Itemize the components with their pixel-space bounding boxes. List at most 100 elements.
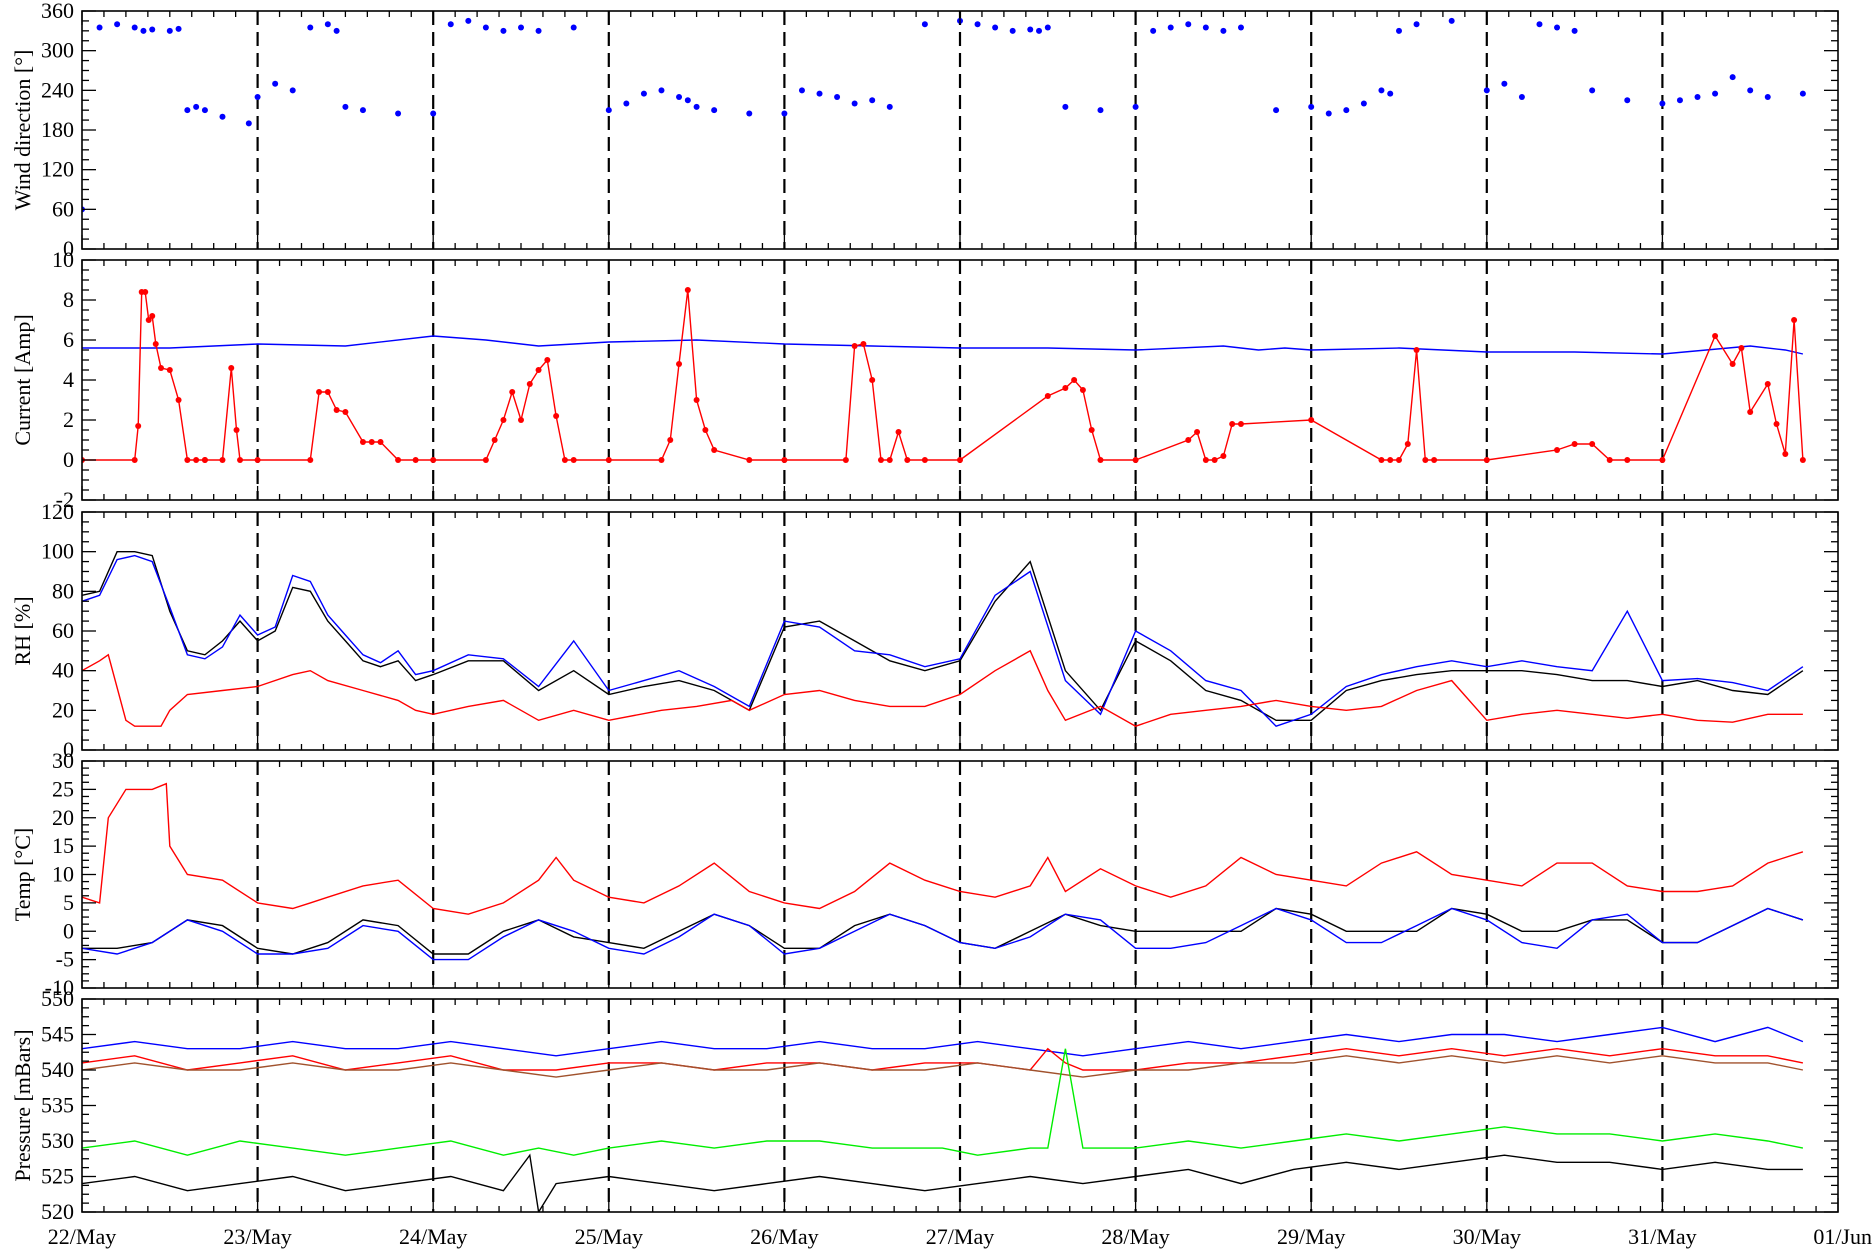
data-point xyxy=(316,389,323,395)
data-point xyxy=(1782,451,1789,457)
y-tick-label: 0 xyxy=(63,236,74,261)
series-group xyxy=(82,17,1806,213)
data-point xyxy=(667,437,674,443)
data-point xyxy=(228,365,235,371)
y-tick-label: -5 xyxy=(56,947,74,972)
data-point xyxy=(307,24,314,31)
data-point xyxy=(152,341,159,347)
y-tick-label: 0 xyxy=(63,447,74,472)
y-axis-label: RH [%] xyxy=(10,596,35,665)
data-point xyxy=(342,409,349,415)
data-point xyxy=(324,21,331,28)
data-point xyxy=(1308,417,1315,423)
data-point xyxy=(324,389,331,395)
data-point xyxy=(1097,107,1104,114)
data-point xyxy=(851,100,858,107)
y-tick-label: 520 xyxy=(41,1199,74,1224)
data-point xyxy=(1791,317,1798,323)
data-point xyxy=(561,457,568,463)
data-point xyxy=(869,377,876,383)
data-point xyxy=(1606,457,1613,463)
y-tick-label: 550 xyxy=(41,986,74,1011)
data-point xyxy=(245,120,252,127)
y-tick-label: 60 xyxy=(52,618,74,643)
data-point xyxy=(184,457,191,463)
data-point xyxy=(746,457,753,463)
series-line-3 xyxy=(82,1055,1804,1078)
y-tick-label: 100 xyxy=(41,539,74,564)
data-point xyxy=(684,287,691,293)
data-point xyxy=(684,97,691,104)
series-group xyxy=(82,782,1804,961)
y-tick-label: 545 xyxy=(41,1022,74,1047)
data-point xyxy=(1360,100,1367,107)
data-point xyxy=(158,365,165,371)
data-point xyxy=(895,429,902,435)
series-line-5 xyxy=(82,1153,1803,1212)
data-point xyxy=(1211,457,1218,463)
data-point xyxy=(1773,421,1780,427)
data-point xyxy=(131,24,138,31)
data-point xyxy=(1202,457,1209,463)
data-point xyxy=(605,457,612,463)
series-line-2 xyxy=(82,1047,1804,1071)
data-point xyxy=(1229,421,1236,427)
y-tick-label: 6 xyxy=(63,327,74,352)
data-point xyxy=(781,457,788,463)
series-line-2 xyxy=(82,907,1804,955)
x-tick-label: 27/May xyxy=(926,1224,994,1249)
data-point xyxy=(1044,393,1051,399)
data-point xyxy=(1343,107,1350,114)
data-point xyxy=(1747,409,1754,415)
data-point xyxy=(233,427,240,433)
data-point xyxy=(142,289,149,295)
data-point xyxy=(1150,27,1157,34)
data-point xyxy=(447,21,454,28)
data-point xyxy=(1062,103,1069,110)
series-line-1 xyxy=(82,1026,1804,1057)
data-point xyxy=(166,367,173,373)
data-point xyxy=(131,457,138,463)
data-point xyxy=(851,343,858,349)
data-point xyxy=(834,93,841,100)
data-point xyxy=(518,24,524,31)
data-point xyxy=(377,439,384,445)
data-point xyxy=(395,457,402,463)
data-point xyxy=(886,103,893,110)
y-tick-label: 25 xyxy=(52,776,74,801)
data-point xyxy=(219,113,226,120)
data-point xyxy=(886,457,893,463)
data-point xyxy=(359,439,366,445)
y-tick-label: 180 xyxy=(41,117,74,142)
y-tick-label: 120 xyxy=(41,499,74,524)
data-point xyxy=(135,423,142,429)
panel-3: 0 20 40 60 80 100 120 RH [%] xyxy=(10,499,1839,762)
data-point xyxy=(201,107,208,114)
data-point xyxy=(1194,429,1201,435)
data-point xyxy=(526,381,533,387)
y-tick-label: 10 xyxy=(52,862,74,887)
series-line-1 xyxy=(82,335,1804,355)
data-point xyxy=(921,21,928,28)
y-tick-label: 2 xyxy=(63,407,74,432)
data-point xyxy=(1185,21,1192,28)
data-point xyxy=(535,27,542,34)
data-point xyxy=(746,110,753,117)
y-tick-label: 5 xyxy=(63,890,74,915)
data-point xyxy=(1624,457,1631,463)
y-tick-label: 10 xyxy=(52,247,74,272)
data-point xyxy=(518,417,524,423)
data-point xyxy=(623,100,630,107)
data-point xyxy=(193,103,200,110)
data-point xyxy=(798,87,805,94)
data-point xyxy=(145,317,152,323)
x-tick-label: 29/May xyxy=(1277,1224,1345,1249)
data-point xyxy=(640,90,647,97)
data-point xyxy=(676,93,683,100)
data-point xyxy=(992,24,999,31)
series-line-4 xyxy=(82,1048,1804,1156)
panel-2: -2 0 2 4 6 8 10 Current [Amp] xyxy=(10,247,1839,512)
data-point xyxy=(1712,333,1719,339)
data-point xyxy=(1554,447,1561,453)
data-point xyxy=(1097,457,1104,463)
